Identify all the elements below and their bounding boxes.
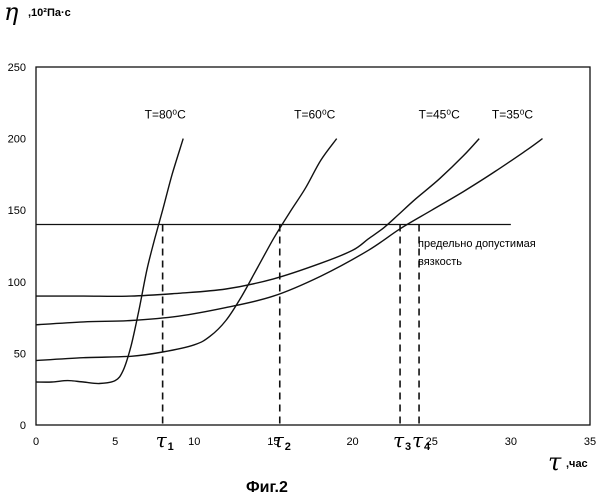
marker-label-3: τ (393, 428, 405, 452)
x-axis-unit: ,час (566, 458, 588, 470)
y-tick-label: 150 (8, 205, 26, 217)
y-axis-unit: ,10²Па·с (28, 7, 71, 19)
series-label-4: T=35⁰C (492, 108, 533, 122)
figure-caption: Фиг.2 (246, 479, 288, 496)
x-axis-symbol: τ (548, 448, 562, 476)
marker-label-4: τ (412, 428, 424, 452)
series-label-1: T=80⁰C (145, 108, 186, 122)
y-tick-label: 100 (8, 277, 26, 289)
x-tick-label: 0 (33, 436, 39, 448)
threshold-label-line2: вязкость (418, 256, 462, 268)
x-tick-label: 10 (188, 436, 200, 448)
x-tick-label: 25 (426, 436, 438, 448)
y-tick-label: 50 (14, 348, 26, 360)
y-tick-label: 200 (8, 134, 26, 146)
marker-subscript-2: 2 (285, 441, 291, 453)
axis-ticks: 0 5 10 15 20 25 30 35 0 50 100 150 200 250 (8, 62, 596, 448)
threshold-label-line1: предельно допустимая (418, 238, 536, 250)
marker-subscript-4: 4 (424, 441, 431, 453)
series-line-3 (35, 138, 480, 298)
series-curves: T=80⁰C T=60⁰C T=45⁰C T=35⁰C (35, 108, 543, 385)
series-line-1 (35, 138, 184, 385)
marker-label-2: τ (273, 428, 285, 452)
marker-subscript-1: 1 (168, 441, 174, 453)
plot-border (35, 66, 591, 426)
x-tick-label: 15 (267, 436, 279, 448)
x-tick-label: 20 (346, 436, 358, 448)
y-tick-label: 250 (8, 62, 26, 74)
y-tick-label: 0 (20, 420, 26, 432)
series-line-4 (35, 138, 543, 326)
chart-labels: η ,10²Па·с τ ,час предельно допустимая в… (4, 0, 588, 496)
series-label-3: T=45⁰C (419, 108, 460, 122)
y-axis-symbol: η (4, 0, 19, 26)
x-tick-label: 35 (584, 436, 596, 448)
marker-label-1: τ (156, 428, 168, 452)
series-line-2 (35, 138, 338, 362)
plot-frame (35, 66, 591, 426)
x-tick-label: 30 (505, 436, 517, 448)
marker-subscript-3: 3 (405, 441, 411, 453)
series-label-2: T=60⁰C (294, 108, 335, 122)
x-tick-label: 5 (112, 436, 118, 448)
